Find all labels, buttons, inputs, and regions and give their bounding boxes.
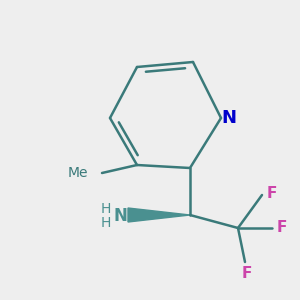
Polygon shape [128,208,190,222]
Text: H: H [101,216,111,230]
Text: F: F [277,220,287,236]
Text: Me: Me [68,166,88,180]
Text: H: H [101,202,111,216]
Text: N: N [113,207,127,225]
Text: N: N [221,109,236,127]
Text: F: F [242,266,252,281]
Text: F: F [267,185,277,200]
